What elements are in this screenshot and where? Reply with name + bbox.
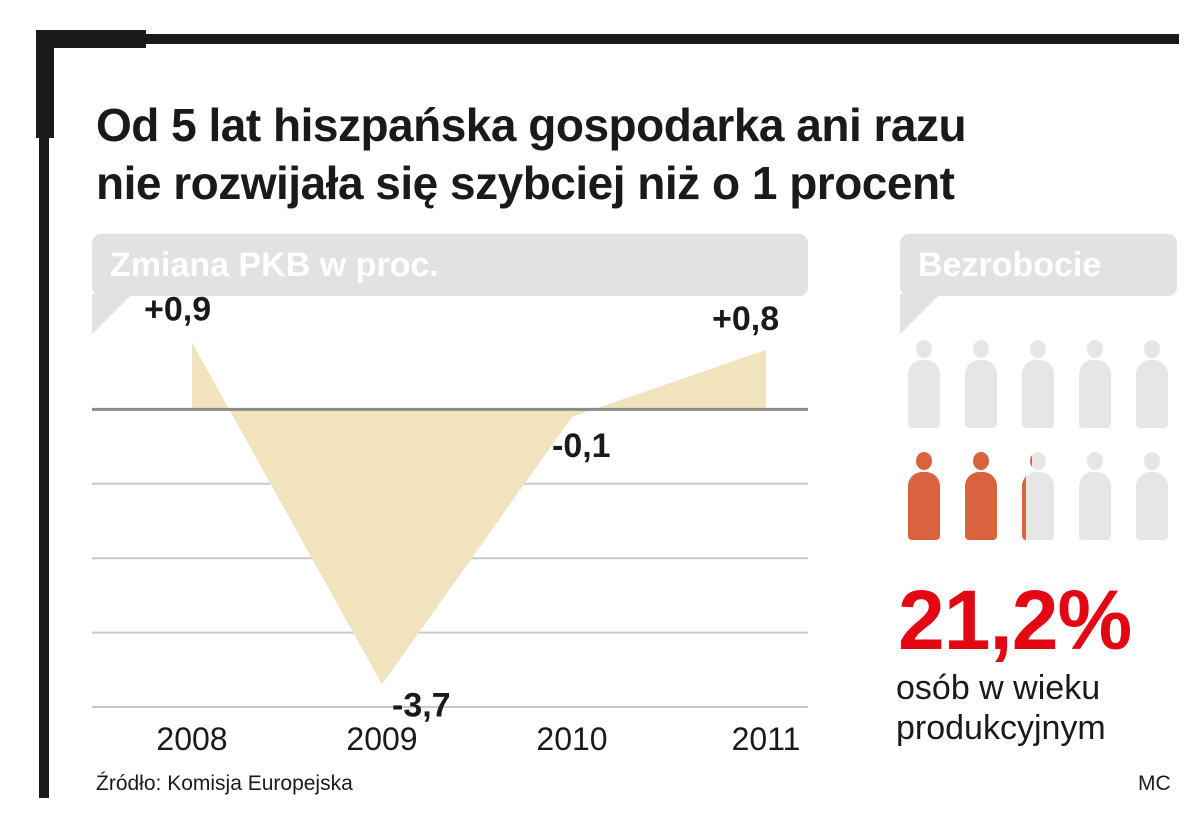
person-icon: [904, 340, 944, 428]
person-head: [1030, 340, 1046, 358]
person-icon: [961, 340, 1001, 428]
person-head: [916, 452, 932, 470]
person-head: [916, 340, 932, 358]
person-body: [965, 472, 997, 540]
person-body: [1136, 472, 1168, 540]
person-body: [1079, 360, 1111, 428]
title-line-2: nie rozwijała się szybciej niż o 1 proce…: [96, 157, 955, 209]
person-body: [908, 472, 940, 540]
pkb-bubble-tail: [92, 294, 132, 334]
value-label-2011: +0,8: [712, 300, 779, 338]
person-icon: [1018, 340, 1058, 428]
person-icon: [1075, 340, 1115, 428]
unemployment-value: 21,2%: [898, 573, 1132, 667]
pkb-label-bubble: Zmiana PKB w proc.: [92, 234, 808, 296]
person-head: [1144, 452, 1160, 470]
person-body: [1136, 360, 1168, 428]
person-icon: [1132, 340, 1172, 428]
person-head: [1030, 452, 1046, 470]
person-head: [1144, 340, 1160, 358]
frame-top-rule: [36, 34, 1179, 44]
chart-title: Od 5 lat hiszpańska gospodarka ani razu …: [96, 96, 1156, 212]
value-label-2008: +0,9: [144, 290, 211, 328]
person-head: [973, 452, 989, 470]
person-body: [908, 360, 940, 428]
person-body: [1022, 360, 1054, 428]
value-label-2009: -3,7: [392, 687, 451, 725]
frame-corner-top: [36, 30, 146, 48]
title-line-1: Od 5 lat hiszpańska gospodarka ani razu: [96, 99, 967, 151]
gdp-area: [192, 342, 766, 685]
source-note: Źródło: Komisja Europejska: [96, 772, 353, 795]
person-body: [1022, 472, 1054, 540]
unemployment-caption: osób w wieku produkcyjnym: [896, 668, 1106, 748]
person-head: [1087, 340, 1103, 358]
unemployment-people-grid: [900, 340, 1180, 540]
value-label-2010: -0,1: [552, 427, 611, 465]
person-body: [1079, 472, 1111, 540]
person-icon: [904, 452, 944, 540]
unemployment-bubble-tail: [900, 294, 940, 334]
person-head: [973, 340, 989, 358]
x-tick-2010: 2010: [536, 721, 607, 757]
person-icon: [1018, 452, 1058, 540]
x-tick-2011: 2011: [732, 721, 801, 757]
x-tick-2009: 2009: [346, 721, 417, 757]
frame-left-rule: [39, 30, 49, 798]
caption-line-2: produkcyjnym: [896, 709, 1106, 747]
person-head: [1087, 452, 1103, 470]
person-body: [965, 360, 997, 428]
person-icon: [961, 452, 1001, 540]
caption-line-1: osób w wieku: [896, 669, 1101, 707]
author-credit: MC: [1138, 772, 1171, 795]
person-icon: [1075, 452, 1115, 540]
x-tick-2008: 2008: [156, 721, 227, 757]
person-icon: [1132, 452, 1172, 540]
unemployment-label-bubble: Bezrobocie: [900, 234, 1177, 296]
